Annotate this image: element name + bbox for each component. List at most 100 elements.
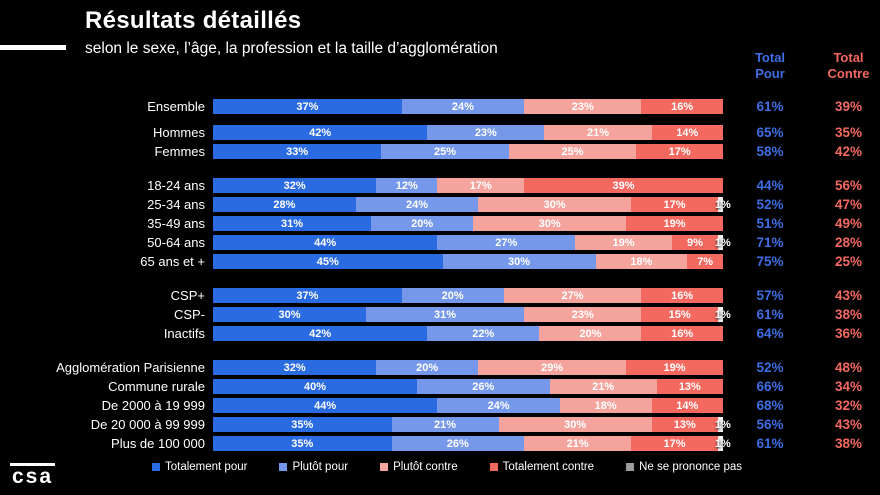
chart-group: 18-24 ans 32% 12% 17% 39% 44% 56% 25-34 ans 28% 2…: [0, 178, 880, 269]
segment-label: 19%: [612, 236, 635, 249]
bar-segment: 18%: [559, 398, 652, 413]
total-pour-header-line2: Pour: [755, 66, 785, 81]
total-contre-value: 39%: [834, 99, 863, 114]
segment-label: 21%: [434, 418, 457, 431]
segment-label: 29%: [541, 361, 564, 374]
csa-logo: csa: [10, 463, 56, 488]
segment-label: 24%: [487, 399, 510, 412]
legend-item: Plutôt pour: [279, 461, 348, 473]
total-pour-value: 57%: [756, 288, 784, 303]
row-label: Plus de 100 000: [111, 436, 205, 451]
segment-label: 22%: [472, 327, 495, 340]
total-pour-value: 58%: [756, 144, 784, 159]
bar-segment: 19%: [575, 235, 672, 250]
segment-label: 17%: [663, 198, 686, 211]
bar-segment: 24%: [355, 197, 479, 212]
segment-label: 13%: [673, 418, 696, 431]
total-pour-value: 52%: [756, 360, 784, 375]
legend-swatch: [380, 463, 389, 471]
stacked-bar: 31% 20% 30% 19%: [213, 216, 723, 231]
segment-label: 44%: [314, 399, 337, 412]
bar-segment: 16%: [641, 99, 723, 114]
segment-label: 31%: [434, 308, 457, 321]
segment-label: 1%: [714, 418, 731, 431]
segment-label: 35%: [291, 418, 314, 431]
bar-segment: 9%: [671, 235, 718, 250]
bar-segment: 32%: [213, 178, 377, 193]
bar-segment: 21%: [544, 125, 652, 140]
segment-label: 26%: [446, 437, 469, 450]
total-contre-value: 43%: [834, 288, 863, 303]
segment-label: 9%: [686, 236, 703, 249]
total-contre-value: 49%: [834, 216, 863, 231]
chart-row: 25-34 ans 28% 24% 30% 17% 1% 52% 47%: [0, 197, 880, 212]
bar-segment: 25%: [508, 144, 637, 159]
bar-segment: 23%: [524, 99, 642, 114]
segment-label: 42%: [309, 327, 332, 340]
total-pour-value: 44%: [756, 178, 784, 193]
segment-label: 37%: [296, 100, 319, 113]
segment-label: 25%: [434, 145, 457, 158]
legend-label: Totalement pour: [164, 461, 248, 473]
segment-label: 1%: [714, 308, 731, 321]
row-label: 18-24 ans: [147, 178, 205, 193]
chart-group: Hommes 42% 23% 21% 14% 65% 35% Femmes 33% 25% 25% 1…: [0, 125, 880, 159]
segment-label: 20%: [416, 361, 439, 374]
row-label: Agglomération Parisienne: [56, 360, 205, 375]
chart-row: Hommes 42% 23% 21% 14% 65% 35%: [0, 125, 880, 140]
segment-label: 17%: [668, 145, 691, 158]
total-pour-value: 68%: [756, 398, 784, 413]
row-label: 25-34 ans: [147, 197, 205, 212]
bar-segment: 29%: [478, 360, 627, 375]
row-label: Femmes: [154, 144, 205, 159]
bar-segment: 19%: [626, 216, 723, 231]
segment-label: 30%: [278, 308, 301, 321]
segment-label: 14%: [676, 126, 699, 139]
segment-label: 26%: [472, 380, 495, 393]
segment-label: 23%: [571, 100, 594, 113]
stacked-bar: 42% 22% 20% 16%: [213, 326, 723, 341]
legend-item: Plutôt contre: [380, 461, 458, 473]
stacked-bar: 42% 23% 21% 14%: [213, 125, 723, 140]
bar-segment: 28%: [213, 197, 356, 212]
total-contre-value: 35%: [834, 125, 863, 140]
bar-segment: 44%: [213, 398, 438, 413]
segment-label: 39%: [612, 179, 635, 192]
bar-segment: 42%: [213, 125, 428, 140]
total-contre-header-line1: Total: [833, 50, 864, 65]
row-label: De 2000 à 19 999: [101, 398, 205, 413]
segment-label: 20%: [411, 217, 434, 230]
bar-segment: 30%: [498, 417, 652, 432]
total-contre-value: 25%: [834, 254, 863, 269]
bar-segment: 20%: [401, 288, 504, 303]
legend-label: Totalement contre: [502, 461, 595, 473]
bar-segment: 23%: [524, 307, 642, 322]
bar-segment: 14%: [651, 398, 723, 413]
chart-group: Ensemble 37% 24% 23% 16% 61% 39%: [0, 99, 880, 114]
chart-group: Agglomération Parisienne 32% 20% 29% 19% 52% 4…: [0, 360, 880, 451]
bar-segment: 42%: [213, 326, 428, 341]
segment-label: 21%: [592, 380, 615, 393]
bar-segment: 30%: [442, 254, 596, 269]
row-label: 65 ans et +: [140, 254, 205, 269]
segment-label: 37%: [296, 289, 319, 302]
stacked-bar: 32% 20% 29% 19%: [213, 360, 723, 375]
segment-label: 33%: [286, 145, 309, 158]
row-label: Commune rurale: [108, 379, 205, 394]
bar-segment: 15%: [641, 307, 718, 322]
bar-segment: 13%: [656, 379, 723, 394]
segment-label: 1%: [714, 236, 731, 249]
total-pour-value: 71%: [756, 235, 784, 250]
chart-row: 65 ans et + 45% 30% 18% 7% 75% 25%: [0, 254, 880, 269]
bar-segment: 17%: [631, 197, 718, 212]
chart-row: 18-24 ans 32% 12% 17% 39% 44% 56%: [0, 178, 880, 193]
stacked-bar: 44% 27% 19% 9% 1%: [213, 235, 731, 250]
chart-row: De 2000 à 19 999 44% 24% 18% 14% 68% 32%: [0, 398, 880, 413]
chart-row: Agglomération Parisienne 32% 20% 29% 19% 52% 4…: [0, 360, 880, 375]
total-pour-value: 61%: [756, 436, 784, 451]
bar-segment: 20%: [376, 360, 479, 375]
total-pour-value: 75%: [756, 254, 784, 269]
row-label: 50-64 ans: [147, 235, 205, 250]
total-contre-value: 36%: [834, 326, 863, 341]
